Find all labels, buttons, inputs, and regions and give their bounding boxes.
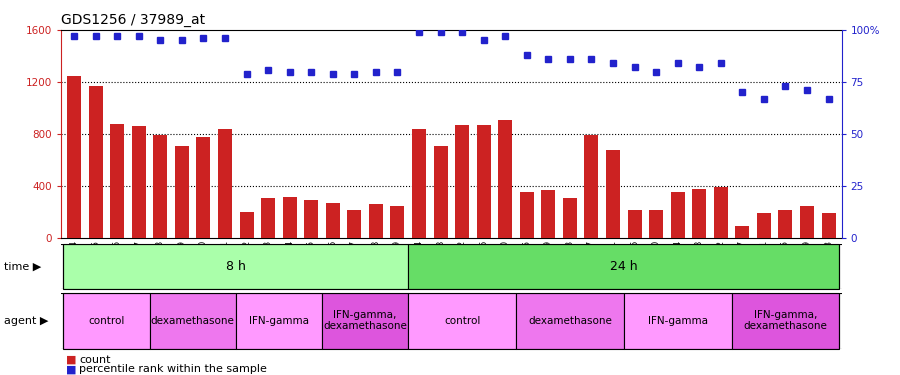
Bar [236, 292, 322, 349]
Bar [757, 213, 771, 238]
Bar [369, 204, 382, 238]
Bar [304, 200, 319, 238]
Bar [562, 198, 577, 238]
Bar [196, 136, 211, 238]
Bar [239, 212, 254, 238]
Text: 24 h: 24 h [610, 260, 637, 273]
Bar [735, 226, 750, 238]
Text: percentile rank within the sample: percentile rank within the sample [79, 364, 267, 374]
Bar [110, 124, 124, 238]
Bar [63, 244, 409, 289]
Bar [732, 292, 840, 349]
Bar [800, 206, 814, 238]
Bar [391, 206, 404, 238]
Text: IFN-gamma,
dexamethasone: IFN-gamma, dexamethasone [743, 310, 827, 332]
Text: control: control [444, 316, 481, 326]
Text: control: control [88, 316, 125, 326]
Bar [627, 210, 642, 238]
Bar [412, 129, 426, 238]
Text: 8 h: 8 h [226, 260, 246, 273]
Bar [175, 146, 189, 238]
Bar [541, 190, 555, 238]
Bar [606, 150, 620, 238]
Bar [624, 292, 732, 349]
Bar [218, 129, 232, 238]
Bar [714, 188, 728, 238]
Bar [326, 203, 340, 238]
Bar [322, 292, 409, 349]
Text: dexamethasone: dexamethasone [150, 316, 235, 326]
Text: ■: ■ [66, 355, 77, 365]
Bar [409, 292, 516, 349]
Bar [153, 135, 167, 238]
Bar [692, 189, 706, 238]
Bar [670, 192, 685, 238]
Bar [584, 135, 598, 238]
Bar [149, 292, 236, 349]
Bar [89, 86, 103, 238]
Bar [822, 213, 835, 238]
Bar [455, 125, 469, 238]
Bar [434, 146, 447, 238]
Text: dexamethasone: dexamethasone [528, 316, 612, 326]
Bar [131, 126, 146, 238]
Bar [516, 292, 624, 349]
Text: time ▶: time ▶ [4, 261, 40, 271]
Bar [261, 198, 275, 238]
Bar [347, 210, 362, 238]
Bar [520, 192, 534, 238]
Bar [409, 244, 840, 289]
Text: ■: ■ [66, 364, 77, 374]
Bar [499, 120, 512, 238]
Bar [649, 210, 663, 238]
Bar [778, 210, 793, 238]
Text: IFN-gamma,
dexamethasone: IFN-gamma, dexamethasone [323, 310, 407, 332]
Text: agent ▶: agent ▶ [4, 316, 48, 326]
Text: IFN-gamma: IFN-gamma [648, 316, 707, 326]
Bar [477, 125, 490, 238]
Bar [68, 75, 81, 238]
Text: GDS1256 / 37989_at: GDS1256 / 37989_at [61, 13, 205, 27]
Text: IFN-gamma: IFN-gamma [249, 316, 309, 326]
Bar [283, 197, 297, 238]
Bar [63, 292, 149, 349]
Text: count: count [79, 355, 111, 365]
